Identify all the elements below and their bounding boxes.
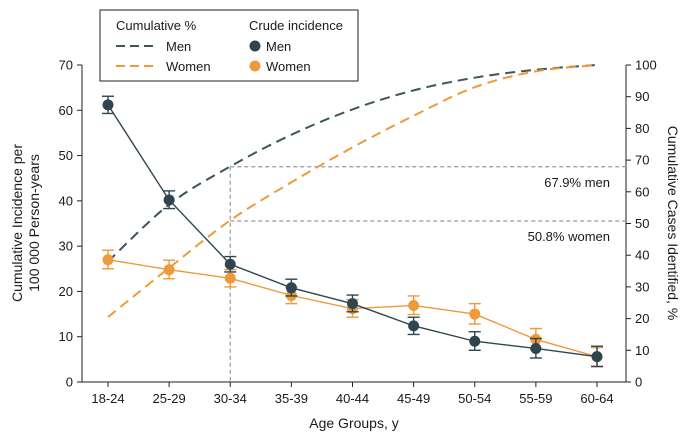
left-tick-label: 60 <box>59 103 73 118</box>
right-tick-label: 100 <box>635 58 657 73</box>
legend: Cumulative % Crude incidence Men Women M… <box>99 9 359 82</box>
right-tick-label: 30 <box>635 279 649 294</box>
legend-men-cumulative-label: Men <box>166 39 191 54</box>
data-point-men <box>163 194 175 206</box>
x-tick-label: 50-54 <box>458 391 491 406</box>
right-tick-label: 60 <box>635 184 649 199</box>
left-tick-label: 10 <box>59 329 73 344</box>
data-point-men <box>591 351 603 363</box>
legend-men-crude-label: Men <box>266 39 291 54</box>
crude-incidence-series <box>102 95 603 368</box>
data-point-men <box>224 258 236 270</box>
right-tick-label: 50 <box>635 216 649 231</box>
x-tick-label: 18-24 <box>91 391 124 406</box>
left-tick-label: 50 <box>59 148 73 163</box>
x-axis-title: Age Groups, y <box>309 415 399 431</box>
right-tick-label: 0 <box>635 375 642 390</box>
left-tick-label: 20 <box>59 284 73 299</box>
data-point-men <box>469 335 481 347</box>
right-axis-ticks: 0 10 20 30 40 50 60 70 80 90 100 <box>626 58 657 390</box>
right-tick-label: 40 <box>635 248 649 263</box>
x-tick-label: 60-64 <box>580 391 613 406</box>
data-point-women <box>408 299 420 311</box>
cumulative-percent-lines <box>107 64 598 318</box>
right-tick-label: 80 <box>635 121 649 136</box>
legend-women-marker <box>249 60 261 72</box>
x-tick-label: 35-39 <box>275 391 308 406</box>
legend-women-cumulative-label: Women <box>166 59 211 74</box>
legend-women-crude-label: Women <box>266 59 311 74</box>
crude-line-men <box>107 104 598 358</box>
x-tick-label: 30-34 <box>214 391 247 406</box>
right-axis-title: Cumulative Cases Identified, % <box>665 126 680 321</box>
data-point-women <box>102 254 114 266</box>
x-tick-label: 40-44 <box>336 391 369 406</box>
legend-box <box>99 9 359 82</box>
x-tick-label: 25-29 <box>153 391 186 406</box>
right-tick-label: 20 <box>635 311 649 326</box>
left-tick-label: 30 <box>59 239 73 254</box>
right-tick-label: 90 <box>635 89 649 104</box>
right-tick-label: 70 <box>635 153 649 168</box>
annotation-label: 50.8% women <box>528 229 610 244</box>
left-axis-title-line2: 100 000 Person-years <box>26 154 42 292</box>
x-tick-label: 45-49 <box>397 391 430 406</box>
legend-title-crude: Crude incidence <box>249 18 343 33</box>
left-tick-label: 70 <box>59 58 73 73</box>
data-point-men <box>530 342 542 354</box>
data-point-men <box>102 99 114 111</box>
annotation-label: 67.9% men <box>544 175 610 190</box>
left-tick-label: 40 <box>59 193 73 208</box>
data-point-men <box>285 282 297 294</box>
left-axis-title-line1: Cumulative Incidence per <box>9 144 25 302</box>
data-point-women <box>163 264 175 276</box>
cumulative-line-women <box>107 64 598 318</box>
cumulative-line-men <box>107 64 598 263</box>
data-point-men <box>347 298 358 310</box>
data-point-women <box>224 272 236 284</box>
right-tick-label: 10 <box>635 343 649 358</box>
data-point-women <box>469 308 481 320</box>
legend-men-marker <box>249 40 261 52</box>
x-tick-label: 55-59 <box>519 391 552 406</box>
legend-title-cumulative: Cumulative % <box>116 18 197 33</box>
left-tick-label: 0 <box>66 375 73 390</box>
annotations: 67.9% men 50.8% women <box>229 166 626 382</box>
left-axis-ticks: 0 10 20 30 40 50 60 70 <box>59 58 82 390</box>
data-point-men <box>408 320 420 332</box>
x-axis-ticks: 18-24 25-29 30-34 35-39 40-44 45-49 50-54 55-59… <box>91 382 614 406</box>
